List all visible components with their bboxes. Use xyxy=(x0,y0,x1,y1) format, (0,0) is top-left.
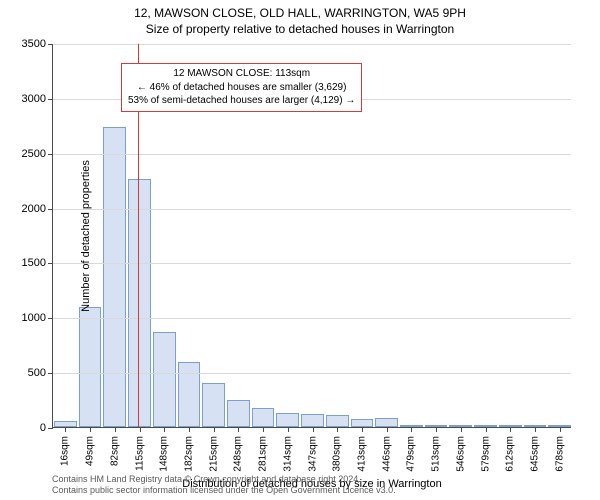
y-tick-label: 2000 xyxy=(6,203,46,215)
chart-title-block: 12, MAWSON CLOSE, OLD HALL, WARRINGTON, … xyxy=(0,0,600,36)
x-tick-label: 546sqm xyxy=(455,436,466,472)
chart-subtitle: Size of property relative to detached ho… xyxy=(0,22,600,36)
x-tick-mark xyxy=(214,427,215,432)
y-tick-mark xyxy=(48,99,53,100)
bar xyxy=(252,408,275,427)
y-tick-mark xyxy=(48,373,53,374)
y-tick-label: 500 xyxy=(6,367,46,379)
bar xyxy=(128,179,151,427)
annotation-line: ← 46% of detached houses are smaller (3,… xyxy=(128,81,355,95)
x-tick-label: 513sqm xyxy=(431,436,442,472)
gridline xyxy=(53,209,571,210)
x-tick-mark xyxy=(486,427,487,432)
x-tick-label: 645sqm xyxy=(529,436,540,472)
x-tick-label: 215sqm xyxy=(208,436,219,472)
bar xyxy=(351,419,374,427)
x-tick-mark xyxy=(263,427,264,432)
x-tick-label: 16sqm xyxy=(60,436,71,466)
x-tick-mark xyxy=(140,427,141,432)
x-tick-mark xyxy=(411,427,412,432)
y-tick-label: 0 xyxy=(6,422,46,434)
y-tick-label: 2500 xyxy=(6,148,46,160)
chart-title-line1: 12, MAWSON CLOSE, OLD HALL, WARRINGTON, … xyxy=(0,6,600,20)
x-tick-mark xyxy=(65,427,66,432)
gridline xyxy=(53,373,571,374)
x-tick-label: 49sqm xyxy=(85,436,96,466)
x-tick-mark xyxy=(90,427,91,432)
x-tick-label: 115sqm xyxy=(134,436,145,471)
chart-area: 050010001500200025003000350016sqm49sqm82… xyxy=(52,44,571,428)
x-tick-mark xyxy=(436,427,437,432)
y-tick-label: 1000 xyxy=(6,312,46,324)
bar xyxy=(103,127,126,427)
x-tick-label: 281sqm xyxy=(258,436,269,472)
y-tick-mark xyxy=(48,263,53,264)
y-tick-mark xyxy=(48,428,53,429)
bar xyxy=(375,418,398,427)
x-tick-mark xyxy=(535,427,536,432)
x-tick-mark xyxy=(560,427,561,432)
bar xyxy=(202,383,225,427)
gridline xyxy=(53,318,571,319)
bar xyxy=(326,415,349,427)
x-tick-label: 446sqm xyxy=(381,436,392,472)
y-tick-mark xyxy=(48,318,53,319)
plot-area: 050010001500200025003000350016sqm49sqm82… xyxy=(52,44,571,428)
y-tick-label: 3500 xyxy=(6,38,46,50)
x-tick-mark xyxy=(387,427,388,432)
x-tick-label: 479sqm xyxy=(406,436,417,472)
x-tick-mark xyxy=(189,427,190,432)
x-tick-label: 82sqm xyxy=(109,436,120,466)
y-tick-mark xyxy=(48,154,53,155)
x-tick-mark xyxy=(510,427,511,432)
x-tick-mark xyxy=(238,427,239,432)
x-tick-mark xyxy=(115,427,116,432)
annotation-box: 12 MAWSON CLOSE: 113sqm← 46% of detached… xyxy=(121,63,362,112)
bar xyxy=(276,413,299,427)
bar xyxy=(178,362,201,427)
x-tick-mark xyxy=(337,427,338,432)
y-axis-label: Number of detached properties xyxy=(80,160,92,312)
gridline xyxy=(53,263,571,264)
chart-footer: Contains HM Land Registry data © Crown c… xyxy=(52,474,396,497)
x-tick-label: 314sqm xyxy=(282,436,293,472)
footer-line2: Contains public sector information licen… xyxy=(52,485,396,496)
bar xyxy=(153,332,176,427)
gridline xyxy=(53,44,571,45)
bar xyxy=(227,400,250,427)
x-tick-mark xyxy=(313,427,314,432)
y-tick-label: 3000 xyxy=(6,93,46,105)
footer-line1: Contains HM Land Registry data © Crown c… xyxy=(52,474,396,485)
y-tick-mark xyxy=(48,209,53,210)
y-tick-mark xyxy=(48,44,53,45)
x-tick-label: 182sqm xyxy=(183,436,194,472)
x-tick-label: 347sqm xyxy=(307,436,318,472)
annotation-line: 53% of semi-detached houses are larger (… xyxy=(128,94,355,108)
x-tick-label: 579sqm xyxy=(480,436,491,472)
x-tick-mark xyxy=(164,427,165,432)
x-tick-label: 612sqm xyxy=(505,436,516,472)
x-tick-mark xyxy=(362,427,363,432)
x-tick-label: 248sqm xyxy=(233,436,244,472)
bar xyxy=(301,414,324,427)
annotation-line: 12 MAWSON CLOSE: 113sqm xyxy=(128,67,355,81)
x-tick-label: 380sqm xyxy=(332,436,343,472)
x-tick-label: 413sqm xyxy=(356,436,367,472)
bar xyxy=(79,307,102,427)
x-tick-label: 678sqm xyxy=(554,436,565,472)
x-tick-mark xyxy=(461,427,462,432)
gridline xyxy=(53,154,571,155)
y-tick-label: 1500 xyxy=(6,257,46,269)
x-tick-mark xyxy=(288,427,289,432)
x-tick-label: 148sqm xyxy=(159,436,170,472)
